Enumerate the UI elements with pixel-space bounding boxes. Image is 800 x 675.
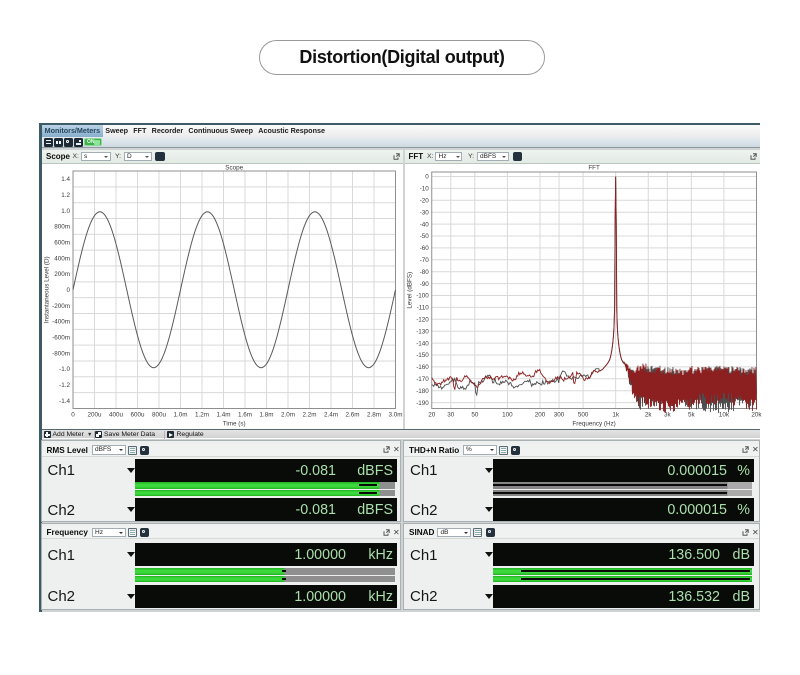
svg-text:-80: -80 [419, 268, 429, 275]
svg-text:10k: 10k [718, 411, 729, 418]
svg-text:-1.0: -1.0 [59, 366, 70, 373]
svg-text:-140: -140 [416, 340, 429, 347]
svg-text:-70: -70 [419, 257, 429, 264]
svg-text:400u: 400u [109, 411, 124, 418]
svg-text:400m: 400m [54, 255, 70, 262]
svg-text:Frequency (Hz): Frequency (Hz) [572, 420, 615, 427]
svg-text:800u: 800u [152, 411, 167, 418]
svg-text:2.0m: 2.0m [281, 411, 295, 418]
svg-text:0: 0 [425, 173, 429, 180]
svg-text:-110: -110 [416, 304, 429, 311]
svg-text:200: 200 [534, 411, 545, 418]
svg-text:50: 50 [471, 411, 479, 418]
svg-text:-800m: -800m [52, 350, 70, 357]
svg-text:2.2m: 2.2m [303, 411, 317, 418]
svg-text:-50: -50 [419, 233, 429, 240]
svg-text:Level (dBFS): Level (dBFS) [406, 271, 413, 308]
svg-text:20: 20 [428, 411, 436, 418]
svg-text:-60: -60 [419, 245, 429, 252]
svg-text:-1.4: -1.4 [59, 397, 70, 404]
svg-text:300: 300 [553, 411, 564, 418]
svg-text:-1.2: -1.2 [59, 381, 70, 388]
svg-text:1.4: 1.4 [61, 176, 70, 183]
svg-text:1.2: 1.2 [61, 191, 70, 198]
svg-text:500: 500 [577, 411, 588, 418]
svg-text:800m: 800m [54, 223, 70, 230]
svg-text:1.8m: 1.8m [260, 411, 274, 418]
svg-text:1.6m: 1.6m [238, 411, 252, 418]
svg-text:FFT: FFT [588, 164, 600, 171]
svg-text:Instantaneous Level (D): Instantaneous Level (D) [44, 256, 51, 323]
svg-text:-160: -160 [416, 364, 429, 371]
svg-text:-170: -170 [416, 376, 429, 383]
svg-text:100: 100 [502, 411, 513, 418]
svg-text:1k: 1k [612, 411, 620, 418]
svg-text:5k: 5k [688, 411, 696, 418]
svg-text:600m: 600m [54, 239, 70, 246]
svg-text:-40: -40 [419, 221, 429, 228]
svg-text:30: 30 [447, 411, 455, 418]
svg-text:-30: -30 [419, 209, 429, 216]
svg-text:600u: 600u [130, 411, 145, 418]
svg-text:-190: -190 [416, 399, 429, 406]
svg-text:3k: 3k [663, 411, 671, 418]
svg-text:3.0m: 3.0m [389, 411, 403, 418]
svg-text:200u: 200u [87, 411, 102, 418]
svg-text:0: 0 [71, 411, 75, 418]
svg-text:-120: -120 [416, 316, 429, 323]
svg-text:-100: -100 [416, 292, 429, 299]
svg-text:-400m: -400m [52, 318, 70, 325]
svg-text:-10: -10 [419, 185, 429, 192]
svg-text:1.0: 1.0 [61, 207, 70, 214]
svg-text:20k: 20k [751, 411, 762, 418]
svg-text:-180: -180 [416, 387, 429, 394]
svg-text:-150: -150 [416, 352, 429, 359]
svg-text:2.6m: 2.6m [346, 411, 360, 418]
svg-text:2k: 2k [644, 411, 652, 418]
svg-text:2.4m: 2.4m [324, 411, 338, 418]
svg-text:-20: -20 [419, 197, 429, 204]
svg-text:200m: 200m [54, 271, 70, 278]
svg-text:1.4m: 1.4m [217, 411, 231, 418]
svg-text:Scope: Scope [225, 164, 243, 171]
svg-text:-90: -90 [419, 280, 429, 287]
svg-text:0: 0 [66, 286, 70, 293]
svg-text:1.0m: 1.0m [174, 411, 188, 418]
svg-text:1.2m: 1.2m [195, 411, 209, 418]
svg-text:-130: -130 [416, 328, 429, 335]
svg-text:-600m: -600m [52, 334, 70, 341]
svg-text:Time (s): Time (s) [223, 420, 246, 427]
svg-text:2.8m: 2.8m [367, 411, 381, 418]
svg-text:-200m: -200m [52, 302, 70, 309]
